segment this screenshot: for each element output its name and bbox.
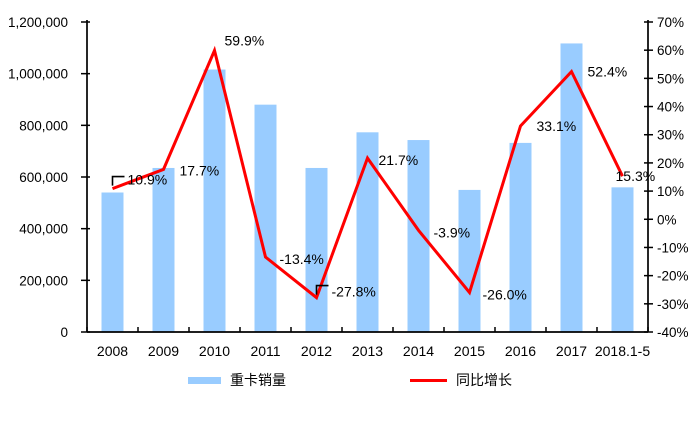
- bar-2013: [356, 132, 379, 332]
- y-axis-right-label: -20%: [657, 269, 689, 284]
- x-axis-label: 2015: [454, 343, 485, 359]
- label-leader-line: [315, 284, 329, 295]
- y-axis-right-label: -40%: [657, 325, 689, 340]
- y-axis-right-label: 40%: [657, 100, 684, 115]
- data-label: 33.1%: [537, 118, 577, 134]
- legend-item-truck-sales: 重卡销量: [188, 373, 286, 387]
- data-label: -13.4%: [280, 251, 324, 267]
- y-axis-left-label: 1,200,000: [8, 15, 68, 30]
- y-axis-right-label: 0%: [657, 212, 677, 227]
- data-label: 52.4%: [588, 64, 628, 80]
- y-axis-right-label: 20%: [657, 156, 684, 171]
- bar-2018.1-5: [611, 187, 634, 332]
- bar-2015: [458, 189, 481, 332]
- y-axis-right-label: -10%: [657, 240, 689, 255]
- bar-2016: [509, 142, 532, 332]
- y-axis-right-label: 30%: [657, 128, 684, 143]
- y-axis-right-label: 50%: [657, 71, 684, 86]
- bar-2014: [407, 140, 430, 332]
- y-axis-right-label: 70%: [657, 15, 684, 30]
- data-label: -26.0%: [483, 287, 527, 303]
- x-axis-label: 2014: [403, 343, 434, 359]
- data-label: 59.9%: [225, 32, 265, 48]
- legend-label-yoy-growth: 同比增长: [456, 372, 512, 388]
- bar-2017: [560, 43, 583, 333]
- bar-2010: [203, 69, 226, 333]
- data-label: 15.3%: [616, 168, 656, 184]
- x-axis-label: 2018.1-5: [595, 343, 650, 359]
- x-axis-label: 2009: [148, 343, 179, 359]
- data-label: -3.9%: [434, 224, 471, 240]
- bar-2012: [305, 167, 328, 332]
- y-axis-right-label: 60%: [657, 43, 684, 58]
- x-axis-label: 2017: [556, 343, 587, 359]
- legend-label-truck-sales: 重卡销量: [230, 372, 286, 388]
- y-axis-left-label: 800,000: [19, 118, 68, 133]
- x-axis-label: 2008: [97, 343, 128, 359]
- data-label: -27.8%: [332, 284, 376, 300]
- data-label: 10.9%: [128, 172, 168, 188]
- y-axis-right-label: 10%: [657, 184, 684, 199]
- x-axis-label: 2011: [250, 343, 280, 359]
- x-axis-label: 2010: [199, 343, 230, 359]
- legend-item-yoy-growth: 同比增长: [410, 373, 512, 387]
- line-series-swatch-icon: [410, 378, 447, 382]
- label-leader-line: [111, 175, 125, 186]
- bar-2011: [254, 104, 277, 333]
- y-axis-left-label: 0: [60, 325, 68, 340]
- data-label: 17.7%: [180, 162, 220, 178]
- y-axis-left-label: 200,000: [19, 273, 68, 288]
- bar-series-swatch-icon: [188, 376, 221, 384]
- bar-2008: [101, 192, 124, 332]
- x-axis-label: 2013: [352, 343, 383, 359]
- y-axis-left-label: 600,000: [19, 170, 68, 185]
- x-axis-label: 2012: [301, 343, 332, 359]
- y-axis-left-label: 1,000,000: [8, 67, 68, 82]
- y-axis-left-label: 400,000: [19, 222, 68, 237]
- x-axis-label: 2016: [505, 343, 536, 359]
- chart-legend: 重卡销量 同比增长: [0, 369, 700, 391]
- bar-2009: [152, 167, 175, 332]
- data-label: 21.7%: [379, 152, 419, 168]
- y-axis-right-label: -30%: [657, 297, 689, 312]
- growth-line: [111, 45, 624, 301]
